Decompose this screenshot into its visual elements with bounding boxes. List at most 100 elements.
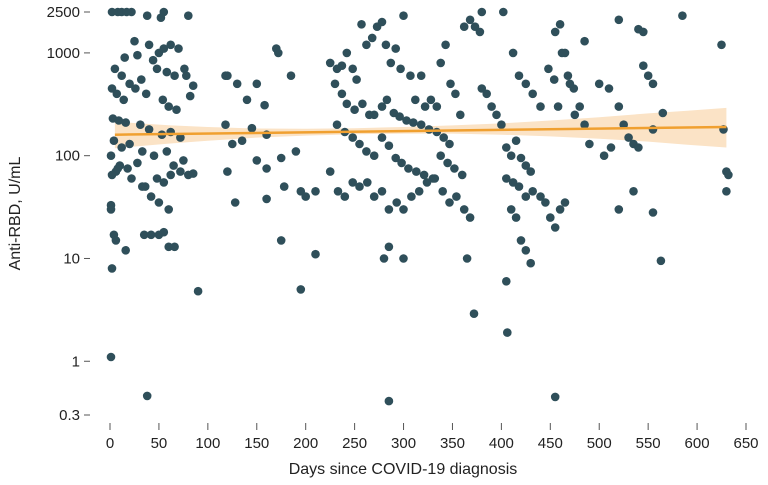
data-point [232, 79, 242, 89]
data-point [138, 147, 147, 156]
data-point [114, 116, 124, 125]
data-point [441, 40, 450, 50]
y-tick-label: 10 [63, 250, 80, 267]
data-point [152, 174, 162, 183]
data-point [133, 50, 142, 60]
data-point [144, 40, 154, 50]
data-point [634, 143, 643, 152]
data-point [395, 112, 404, 121]
data-point [247, 123, 257, 133]
data-point [170, 71, 179, 80]
data-point [432, 102, 442, 111]
data-point [379, 254, 389, 263]
data-point [399, 205, 408, 214]
data-point [174, 44, 183, 53]
data-point [521, 192, 531, 201]
y-tick-label: 0.3 [59, 407, 80, 424]
data-point [242, 95, 252, 105]
data-point [550, 392, 560, 402]
x-tick-label: 550 [636, 435, 661, 452]
data-point [426, 95, 436, 105]
data-point [648, 79, 658, 89]
data-point [528, 187, 537, 196]
data-point [477, 7, 487, 17]
data-point [482, 89, 492, 99]
data-point [107, 170, 117, 180]
data-point [337, 61, 347, 70]
data-point [462, 254, 472, 263]
data-point [563, 71, 573, 80]
data-point [381, 40, 391, 50]
data-point [619, 120, 628, 129]
data-point [311, 187, 320, 196]
data-point [384, 242, 394, 252]
data-point [606, 143, 616, 152]
data-point [301, 192, 311, 201]
data-point [138, 182, 147, 191]
data-point [342, 99, 352, 109]
data-point [560, 48, 570, 58]
data-point [406, 71, 415, 80]
data-point [146, 192, 156, 201]
data-point [643, 71, 653, 80]
data-point [166, 170, 175, 180]
data-point [117, 71, 126, 80]
data-point [363, 178, 372, 187]
data-point [276, 153, 286, 163]
data-point [656, 256, 666, 266]
data-point [162, 67, 172, 77]
data-point [352, 75, 361, 84]
trend-line-layer [114, 125, 727, 136]
data-point [127, 7, 136, 17]
data-point [526, 167, 535, 176]
x-tick-label: 400 [489, 435, 514, 452]
data-point [362, 40, 371, 50]
data-point [109, 136, 119, 145]
data-point [262, 194, 271, 204]
data-point [528, 89, 537, 99]
data-point [144, 125, 154, 134]
data-point [399, 11, 408, 20]
data-point [325, 167, 335, 176]
data-point [546, 213, 555, 222]
data-point [340, 192, 350, 201]
data-point [514, 71, 524, 80]
data-point [508, 48, 518, 58]
data-point [106, 151, 116, 160]
x-tick-label: 100 [195, 435, 220, 452]
data-point [133, 158, 142, 168]
data-point [230, 198, 240, 207]
data-point [377, 17, 387, 27]
x-tick-label: 500 [587, 435, 612, 452]
data-point [451, 89, 460, 99]
data-point [172, 105, 181, 114]
data-point [377, 102, 387, 111]
data-point [450, 164, 459, 173]
data-point [536, 192, 545, 201]
data-point [456, 110, 465, 120]
data-point [465, 15, 475, 25]
data-point [358, 99, 367, 109]
data-point [422, 178, 432, 187]
data-point [575, 102, 584, 111]
data-point [439, 133, 449, 142]
data-point [350, 105, 359, 114]
data-point [252, 79, 262, 89]
data-point [377, 187, 387, 196]
data-point [188, 81, 198, 90]
data-point [332, 120, 342, 129]
data-point [110, 64, 120, 74]
data-point [159, 44, 169, 53]
x-tick-label: 200 [293, 435, 318, 452]
data-point [355, 139, 364, 149]
data-point [555, 20, 565, 29]
data-point [185, 91, 195, 101]
data-point [416, 120, 426, 129]
data-point [446, 79, 455, 89]
data-point [158, 95, 168, 105]
data-point [154, 198, 164, 207]
data-point [511, 213, 521, 222]
data-point [411, 95, 420, 105]
data-point [362, 147, 371, 156]
